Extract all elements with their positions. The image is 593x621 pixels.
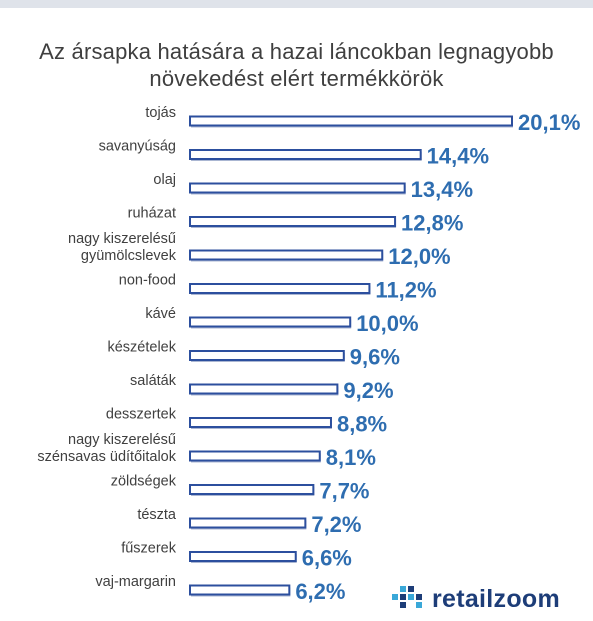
bar <box>189 484 315 495</box>
bar <box>189 383 339 395</box>
value-label: 6,6% <box>302 546 352 571</box>
retailzoom-logo-text: retailzoom <box>432 585 561 613</box>
value-label: 6,2% <box>295 579 345 604</box>
value-label: 7,2% <box>311 512 361 537</box>
chart-title: Az ársapka hatására a hazai láncokban le… <box>39 39 554 91</box>
bar <box>189 249 384 261</box>
category-label: fűszerek <box>121 541 177 557</box>
bar <box>189 551 297 562</box>
bar <box>189 517 307 529</box>
value-label: 7,7% <box>319 479 369 504</box>
category-label: ruházat <box>128 206 176 222</box>
bar <box>189 584 291 596</box>
value-label: 14,4% <box>427 144 489 169</box>
retailzoom-logo: retailzoom <box>392 583 587 615</box>
bar <box>189 149 422 160</box>
value-label: 11,2% <box>375 278 436 303</box>
bar <box>189 283 371 294</box>
category-label: szénsavas üdítőitalok <box>37 449 176 465</box>
retailzoom-logo-icon <box>392 586 422 608</box>
bar <box>189 350 345 361</box>
category-label: zöldségek <box>111 474 177 490</box>
value-label: 9,2% <box>343 378 393 403</box>
category-label: savanyúság <box>99 139 176 155</box>
category-label: saláták <box>130 373 177 389</box>
bar <box>189 316 352 328</box>
category-label: gyümölcslevek <box>81 248 177 264</box>
value-label: 13,4% <box>411 177 473 202</box>
top-strip <box>0 0 593 8</box>
value-label: 9,6% <box>350 345 400 370</box>
value-label: 20,1% <box>518 110 580 135</box>
value-label: 12,8% <box>401 211 463 236</box>
bar <box>189 450 321 462</box>
bar <box>189 115 513 127</box>
value-label: 8,1% <box>326 445 376 470</box>
category-label: olaj <box>153 172 176 188</box>
category-label: tészta <box>137 507 177 523</box>
category-label: tojás <box>145 105 176 121</box>
category-label: nagy kiszerelésű <box>68 231 176 247</box>
category-label: non-food <box>119 273 176 289</box>
bar <box>189 182 406 194</box>
value-label: 12,0% <box>388 244 450 269</box>
category-label: nagy kiszerelésű <box>68 432 176 448</box>
bar <box>189 417 332 428</box>
category-label: kávé <box>145 306 176 322</box>
value-label: 10,0% <box>356 311 418 336</box>
value-label: 8,8% <box>337 412 387 437</box>
category-label: készételek <box>107 340 176 356</box>
category-label: vaj-margarin <box>95 574 176 590</box>
bar <box>189 216 397 227</box>
category-label: desszertek <box>106 407 177 423</box>
